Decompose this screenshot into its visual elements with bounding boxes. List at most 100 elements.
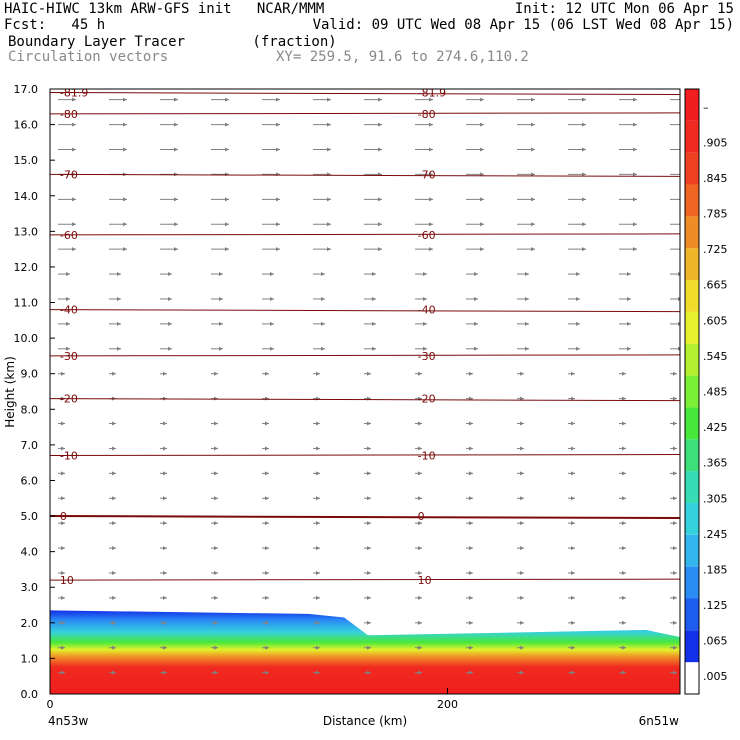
- y-tick-label: 8.0: [21, 403, 39, 416]
- wind-vector: [364, 645, 371, 650]
- colorbar-label: .725: [703, 243, 728, 256]
- wind-vector: [670, 571, 677, 575]
- wind-vector: [568, 97, 586, 102]
- wind-vector: [313, 122, 331, 127]
- wind-vector: [211, 446, 218, 451]
- wind-vector: [160, 521, 167, 526]
- wind-vector: [364, 471, 371, 476]
- wind-vector: [58, 247, 76, 252]
- colorbar-swatch: [685, 216, 699, 249]
- wind-vector: [670, 521, 677, 526]
- wind-vector: [109, 421, 116, 426]
- wind-vector: [313, 496, 320, 501]
- wind-vector: [58, 546, 65, 551]
- colorbar-label: .545: [703, 350, 728, 363]
- wind-vector: [364, 446, 371, 451]
- wind-vector: [160, 296, 172, 301]
- wind-vector: [517, 645, 524, 650]
- wind-vector: [568, 247, 586, 252]
- wind-vector: [466, 620, 473, 625]
- wind-vector: [160, 546, 167, 551]
- wind-vector: [415, 471, 422, 476]
- y-axis-label: Height (km): [3, 356, 17, 427]
- wind-vector: [619, 147, 637, 152]
- wind-vector: [670, 421, 677, 426]
- isotherm-label: -80: [418, 108, 436, 121]
- wind-vector: [568, 446, 575, 451]
- wind-vector: [58, 97, 76, 102]
- wind-vector: [262, 546, 269, 551]
- colorbar-swatch: [685, 375, 699, 408]
- wind-vector: [313, 645, 320, 650]
- wind-vector: [466, 421, 473, 426]
- colorbar-label: .185: [703, 563, 728, 576]
- wind-vector: [211, 197, 229, 202]
- wind-vector: [415, 272, 427, 277]
- plot-frame: [49, 88, 681, 695]
- wind-vector: [466, 147, 484, 152]
- colorbar-label: .905: [703, 136, 728, 149]
- wind-vector: [568, 321, 580, 326]
- wind-vector: [619, 197, 637, 202]
- wind-vector: [415, 296, 427, 301]
- wind-vector: [619, 321, 631, 326]
- wind-vector: [262, 346, 274, 351]
- wind-vector: [109, 620, 116, 625]
- isotherm-label: -20: [418, 393, 436, 406]
- wind-vector: [211, 247, 229, 252]
- wind-vector: [568, 396, 575, 401]
- wind-vector: [160, 147, 178, 152]
- wind-vector: [109, 446, 116, 451]
- wind-vector: [466, 670, 473, 675]
- wind-vector: [517, 296, 529, 301]
- wind-vector: [364, 296, 376, 301]
- wind-vector: [58, 296, 70, 301]
- wind-vector: [619, 620, 626, 625]
- wind-vector: [517, 272, 529, 277]
- colorbar-swatch: [685, 662, 699, 694]
- wind-vector: [58, 645, 65, 650]
- wind-vector: [619, 247, 637, 252]
- wind-vector: [109, 595, 116, 600]
- wind-vector: [619, 571, 626, 575]
- wind-vector: [109, 371, 116, 376]
- wind-vector: [568, 272, 580, 277]
- wind-vector: [364, 496, 371, 501]
- wind-vector: [109, 346, 121, 351]
- isotherm-label: -40: [418, 304, 436, 317]
- colorbar-swatch: [685, 280, 699, 312]
- wind-vector: [568, 371, 575, 376]
- isotherm-label: 10: [418, 574, 432, 587]
- wind-vector: [364, 571, 371, 575]
- wind-vector: [58, 446, 65, 451]
- wind-vector: [619, 172, 637, 177]
- wind-vector: [160, 197, 178, 202]
- colorbar-label: .305: [703, 492, 728, 505]
- wind-vector: [211, 321, 223, 326]
- wind-vector: [262, 496, 269, 501]
- colorbar-swatch: [685, 248, 699, 281]
- isotherm-line: [50, 398, 680, 402]
- isotherm-line: [50, 515, 680, 520]
- wind-vector: [58, 122, 76, 127]
- wind-vector: [466, 321, 478, 326]
- wind-vector: [517, 571, 524, 575]
- wind-vector: [211, 496, 218, 501]
- wind-vector: [568, 595, 575, 600]
- wind-vector: [466, 645, 473, 650]
- wind-vector: [415, 222, 433, 227]
- y-tick-label: 5.0: [21, 510, 39, 523]
- colorbar-label: .365: [703, 457, 728, 470]
- wind-vector: [364, 147, 382, 152]
- isotherm-line: [50, 173, 680, 177]
- wind-vector: [364, 346, 376, 351]
- wind-vector: [415, 521, 422, 526]
- wind-vector: [58, 197, 76, 202]
- wind-vector: [109, 296, 121, 301]
- wind-vector: [313, 595, 320, 600]
- wind-vector: [466, 571, 473, 575]
- wind-vector: [517, 471, 524, 476]
- wind-vector: [211, 421, 218, 426]
- colorbar-swatch: [685, 471, 699, 503]
- wind-vector: [517, 122, 535, 127]
